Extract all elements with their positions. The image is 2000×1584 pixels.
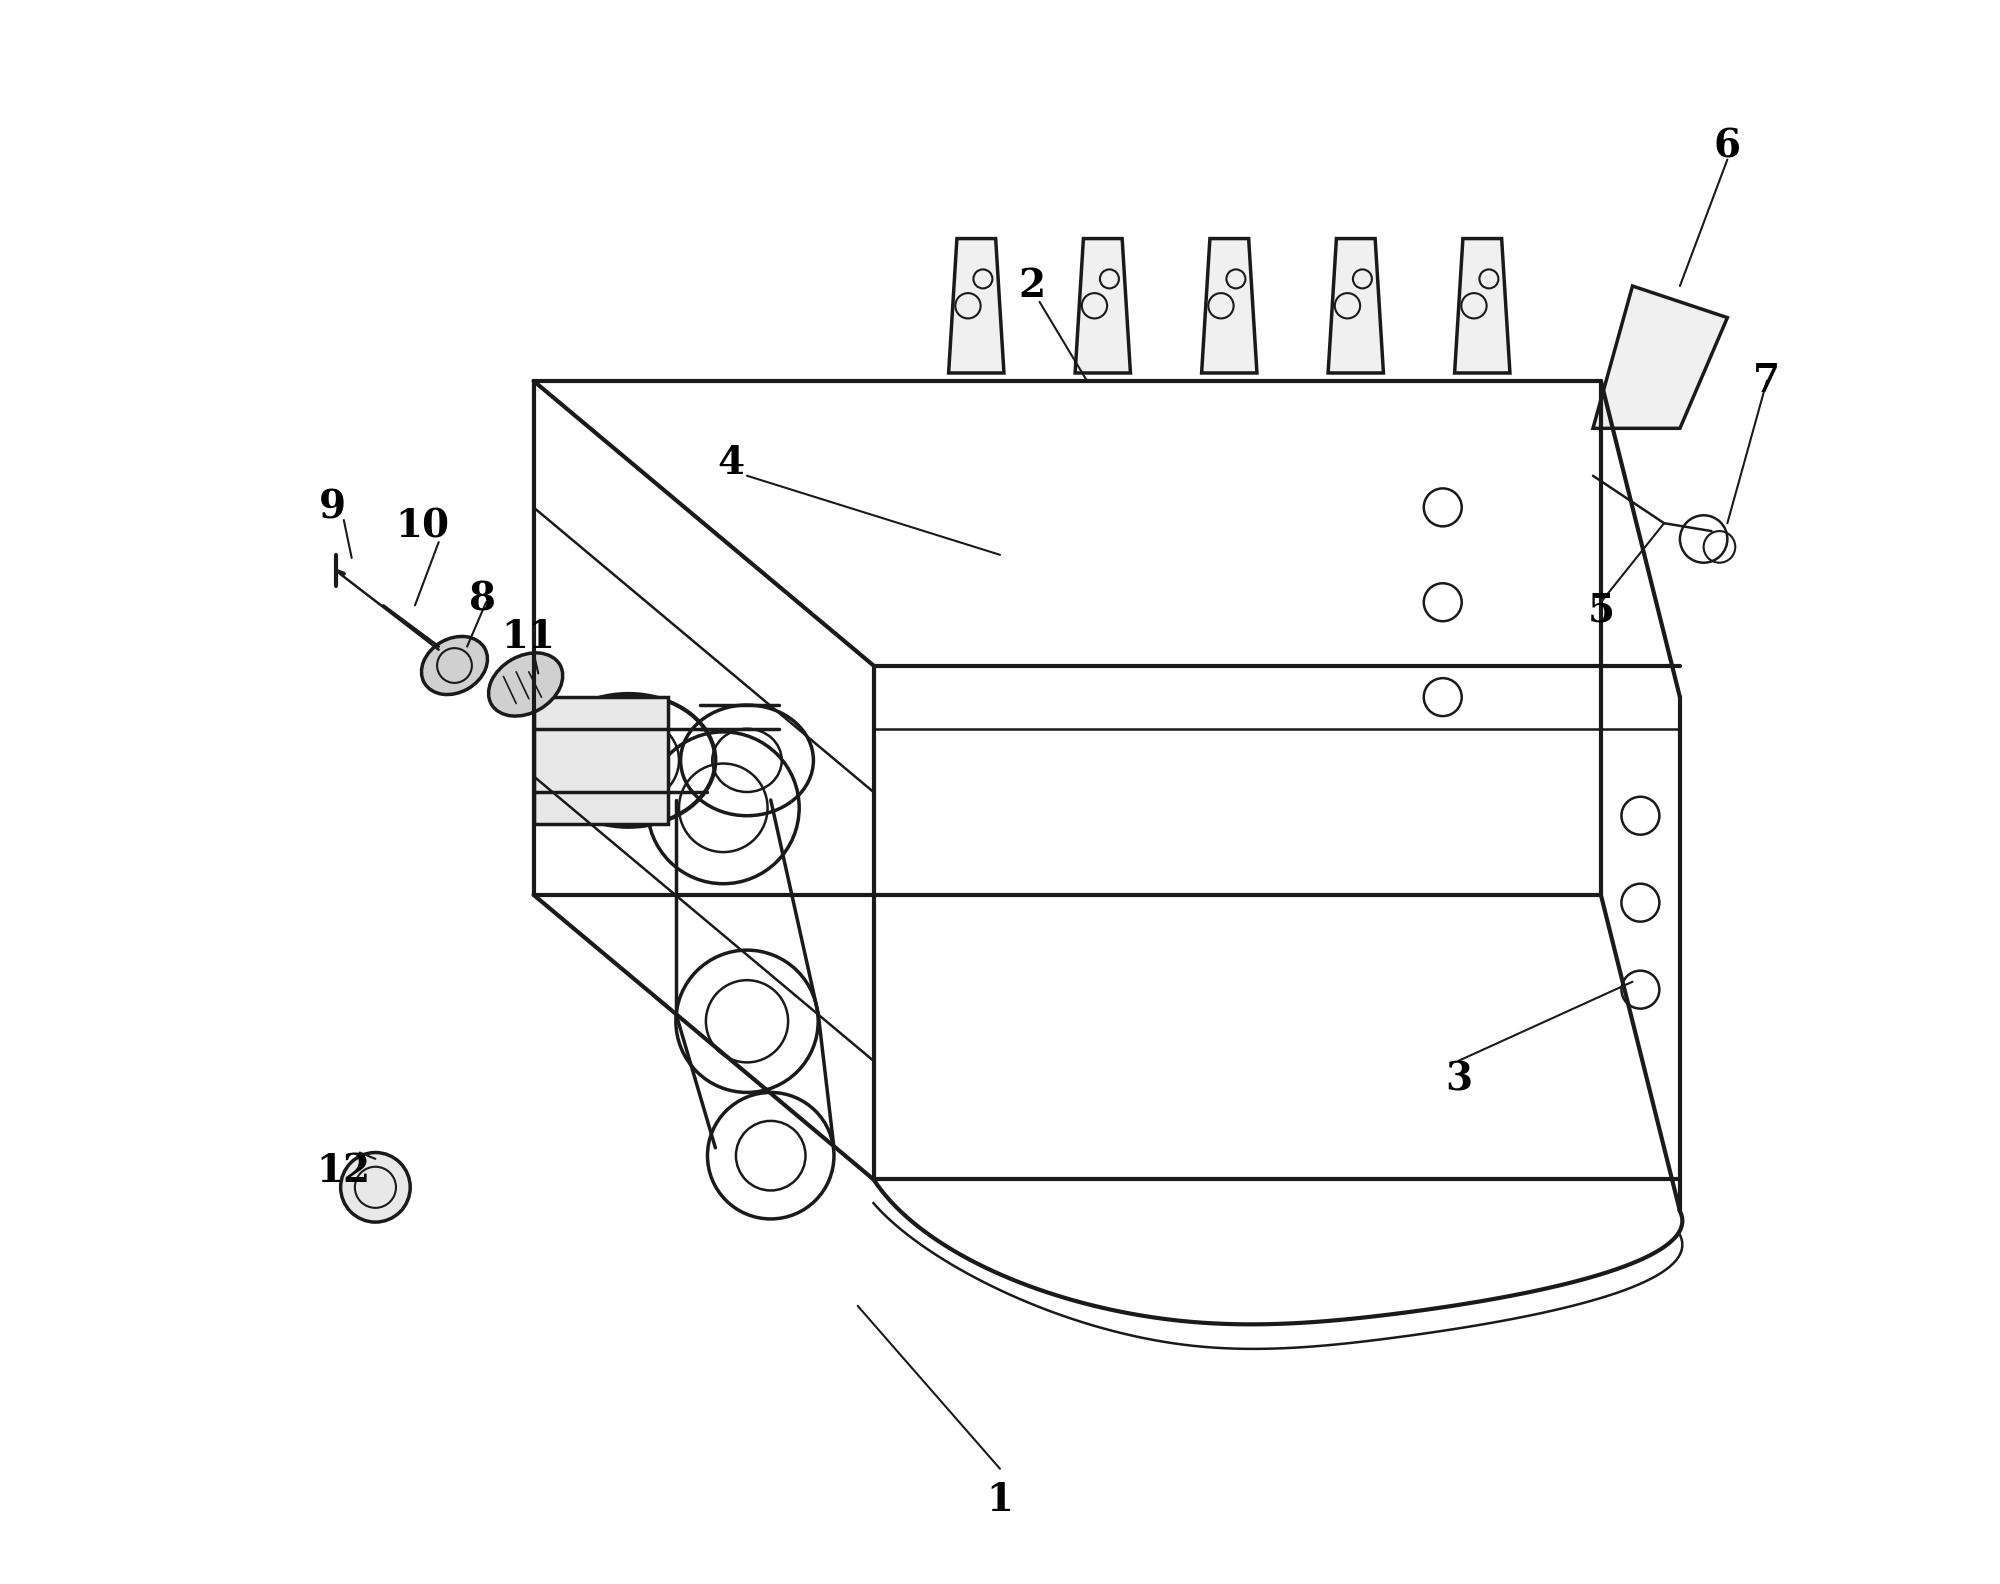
Polygon shape xyxy=(948,239,1004,372)
Text: 12: 12 xyxy=(316,1153,370,1191)
Text: 5: 5 xyxy=(1588,591,1614,629)
Circle shape xyxy=(340,1153,410,1223)
Text: 2: 2 xyxy=(1018,268,1046,306)
Text: 10: 10 xyxy=(396,507,450,545)
Text: 1: 1 xyxy=(986,1481,1014,1519)
Text: 4: 4 xyxy=(718,444,744,482)
Polygon shape xyxy=(1202,239,1256,372)
Polygon shape xyxy=(1076,239,1130,372)
Polygon shape xyxy=(1592,287,1728,428)
Polygon shape xyxy=(534,697,668,824)
Text: 11: 11 xyxy=(502,618,556,656)
Text: 3: 3 xyxy=(1444,1061,1472,1099)
Polygon shape xyxy=(1454,239,1510,372)
Ellipse shape xyxy=(488,653,562,716)
Text: 9: 9 xyxy=(320,488,346,526)
Text: 8: 8 xyxy=(470,580,496,618)
Text: 7: 7 xyxy=(1754,361,1780,399)
Polygon shape xyxy=(1328,239,1384,372)
Ellipse shape xyxy=(422,637,488,694)
Text: 6: 6 xyxy=(1714,128,1740,166)
